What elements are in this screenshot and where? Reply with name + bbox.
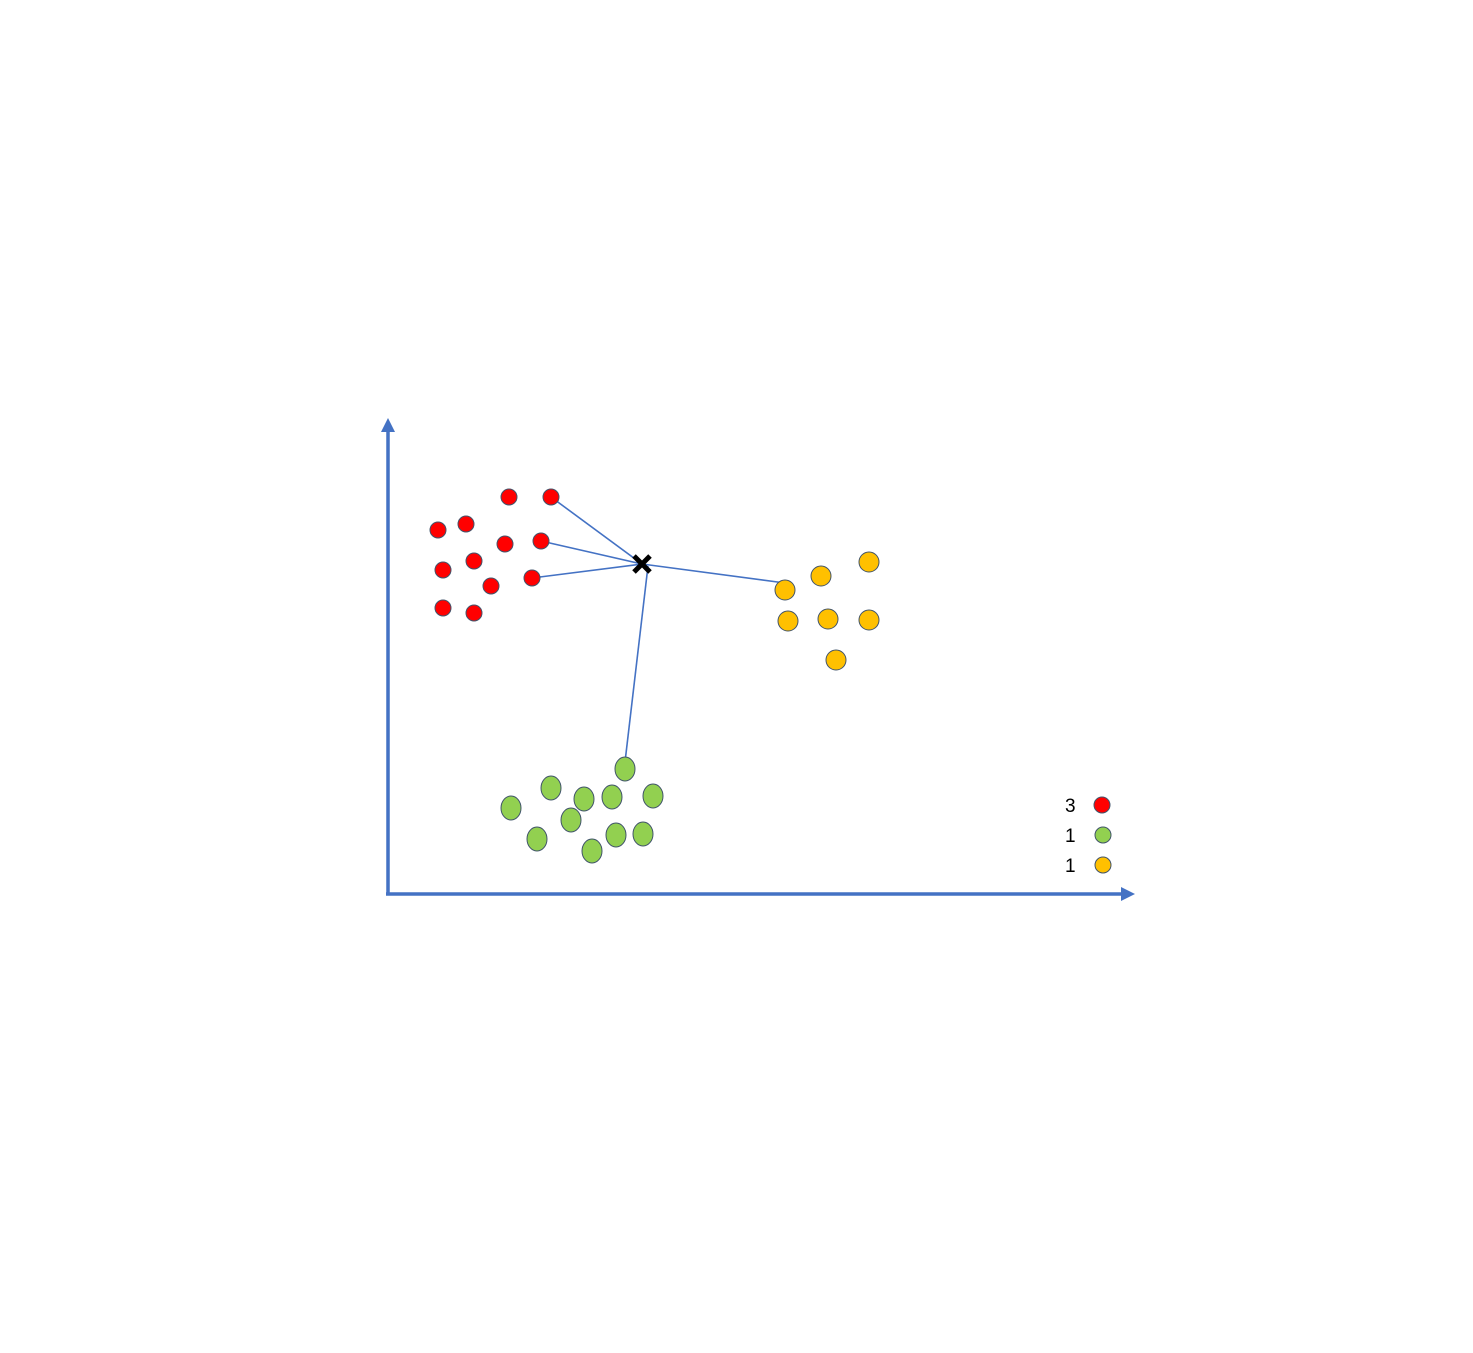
red-point [496, 535, 514, 553]
green-point [614, 756, 636, 782]
legend-count-yellow: 1 [1065, 856, 1076, 877]
green-point [540, 775, 562, 801]
neighbor-links [531, 496, 786, 763]
red-point [542, 488, 560, 506]
red-point [532, 532, 550, 550]
link-green [624, 565, 649, 763]
red-point [523, 569, 541, 587]
red-point [457, 515, 475, 533]
red-point [465, 604, 483, 622]
cross-icon [632, 554, 652, 574]
link-red-2 [540, 540, 643, 565]
green-cluster [500, 756, 664, 864]
legend-green-swatch [1094, 826, 1112, 844]
yellow-point [777, 610, 799, 632]
yellow-cluster [774, 551, 880, 671]
legend-red-swatch [1093, 796, 1111, 814]
green-point [500, 795, 522, 821]
yellow-point [810, 565, 832, 587]
link-yellow [641, 563, 786, 584]
red-cluster [429, 488, 560, 622]
legend-count-red: 3 [1065, 796, 1076, 817]
green-point [632, 821, 654, 847]
green-point [605, 822, 627, 848]
green-point [601, 784, 623, 810]
yellow-point [817, 608, 839, 630]
green-point [560, 807, 582, 833]
link-red-3 [531, 563, 643, 579]
legend-yellow-swatch [1094, 856, 1112, 874]
yellow-point [774, 579, 796, 601]
green-point [642, 783, 664, 809]
yellow-point [825, 649, 847, 671]
yellow-point [858, 551, 880, 573]
green-point [581, 838, 603, 864]
legend-count-green: 1 [1065, 826, 1076, 847]
red-point [482, 577, 500, 595]
green-point [573, 786, 595, 812]
green-point [526, 826, 548, 852]
yellow-point [858, 609, 880, 631]
red-point [434, 599, 452, 617]
red-point [434, 561, 452, 579]
red-point [429, 521, 447, 539]
legend: 3 1 1 [1065, 796, 1112, 877]
red-point [500, 488, 518, 506]
red-point [465, 552, 483, 570]
link-red-1 [550, 496, 643, 565]
